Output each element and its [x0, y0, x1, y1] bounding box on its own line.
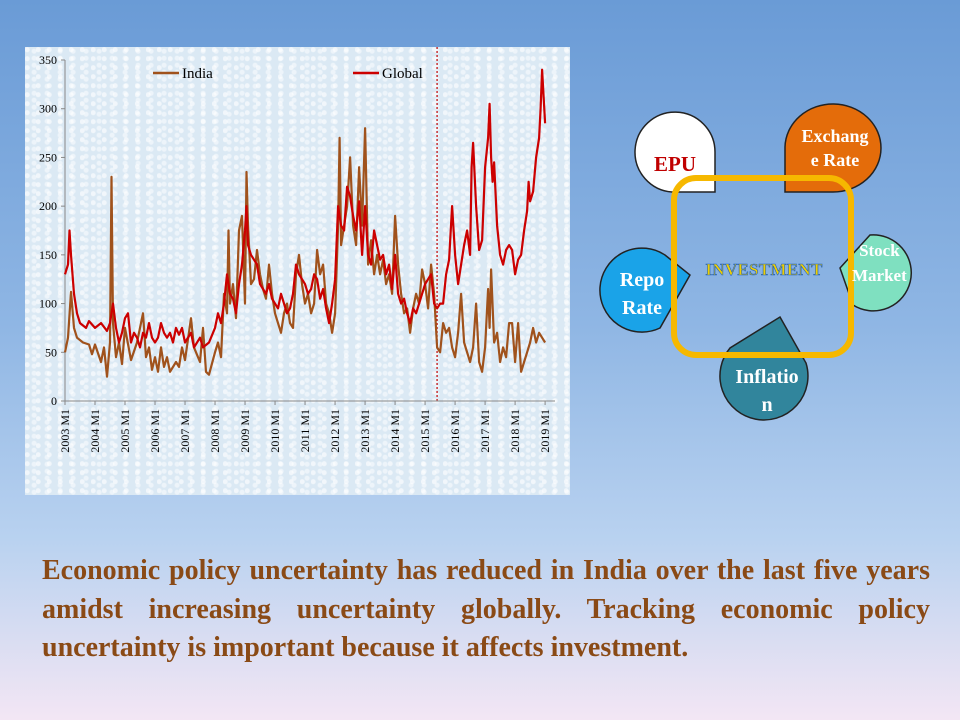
epu-label: EPU	[635, 152, 715, 176]
chart-panel: 0 50 100 150 200 250 300 350 2003 M1 2004 M1 2005 …	[25, 47, 570, 495]
x-tick-label: 2006 M1	[148, 409, 162, 453]
x-tick-label: 2003 M1	[58, 409, 72, 453]
x-tick-label: 2007 M1	[178, 409, 192, 453]
caption-text: Economic policy uncertainty has reduced …	[42, 555, 930, 663]
exchange-rate-bubble	[784, 103, 882, 193]
series-line-global	[63, 68, 547, 349]
repo-rate-text-1: Repo	[619, 269, 665, 291]
y-tick-label: 200	[39, 199, 57, 213]
stock-market-label: Stock Market	[852, 238, 907, 288]
inflation-label: Inflatio n	[722, 363, 812, 419]
investment-frame	[671, 175, 854, 358]
x-tick-label: 2004 M1	[88, 409, 102, 453]
x-tick-label: 2008 M1	[208, 409, 222, 453]
y-tick-label: 350	[39, 53, 57, 67]
inflation-text-1: Inflatio	[735, 366, 799, 388]
series-line-india	[63, 127, 547, 378]
y-tick-label: 250	[39, 150, 57, 164]
x-tick-label: 2009 M1	[238, 409, 252, 453]
y-tick-label: 150	[39, 248, 57, 262]
y-tick-label: 100	[39, 297, 57, 311]
y-tick-label: 300	[39, 102, 57, 116]
exchange-rate-text-1: Exchang	[801, 126, 869, 146]
epu-text: EPU	[654, 152, 696, 176]
investment-text: INVESTMENT	[705, 260, 823, 280]
x-tick-label: 2010 M1	[268, 409, 282, 453]
repo-rate-bubble	[599, 247, 691, 333]
legend-label-india: India	[182, 66, 213, 82]
y-tick-label: 0	[51, 394, 57, 408]
y-tick-label: 50	[45, 345, 57, 359]
repo-rate-label: Repo Rate	[602, 266, 682, 322]
x-tick-label: 2013 M1	[358, 409, 372, 453]
epu-bubble	[634, 111, 716, 193]
inflation-text-2: n	[761, 394, 773, 416]
x-tick-label: 2017 M1	[478, 409, 492, 453]
x-tick-label: 2005 M1	[118, 409, 132, 453]
x-tick-label: 2015 M1	[418, 409, 432, 453]
inflation-bubble	[719, 315, 809, 421]
stock-market-bubble	[839, 234, 912, 312]
investment-label: INVESTMENT	[690, 258, 838, 282]
repo-rate-text-2: Rate	[622, 297, 662, 319]
exchange-rate-label: Exchang e Rate	[785, 124, 885, 172]
x-tick-label: 2014 M1	[388, 409, 402, 453]
x-tick-label: 2018 M1	[508, 409, 522, 453]
epu-line-chart: 0 50 100 150 200 250 300 350 2003 M1 2004 M1 2005 …	[39, 47, 555, 453]
x-tick-label: 2012 M1	[328, 409, 342, 453]
x-tick-label: 2019 M1	[538, 409, 552, 453]
investment-diagram: EPU Exchang e Rate Stock Market Repo Rat…	[580, 100, 950, 430]
stock-market-text-2: Market	[852, 266, 907, 285]
legend-label-global: Global	[382, 66, 423, 82]
stock-market-text-1: Stock	[859, 241, 900, 260]
x-tick-label: 2011 M1	[298, 409, 312, 452]
exchange-rate-text-2: e Rate	[810, 150, 860, 170]
x-tick-label: 2016 M1	[448, 409, 462, 453]
